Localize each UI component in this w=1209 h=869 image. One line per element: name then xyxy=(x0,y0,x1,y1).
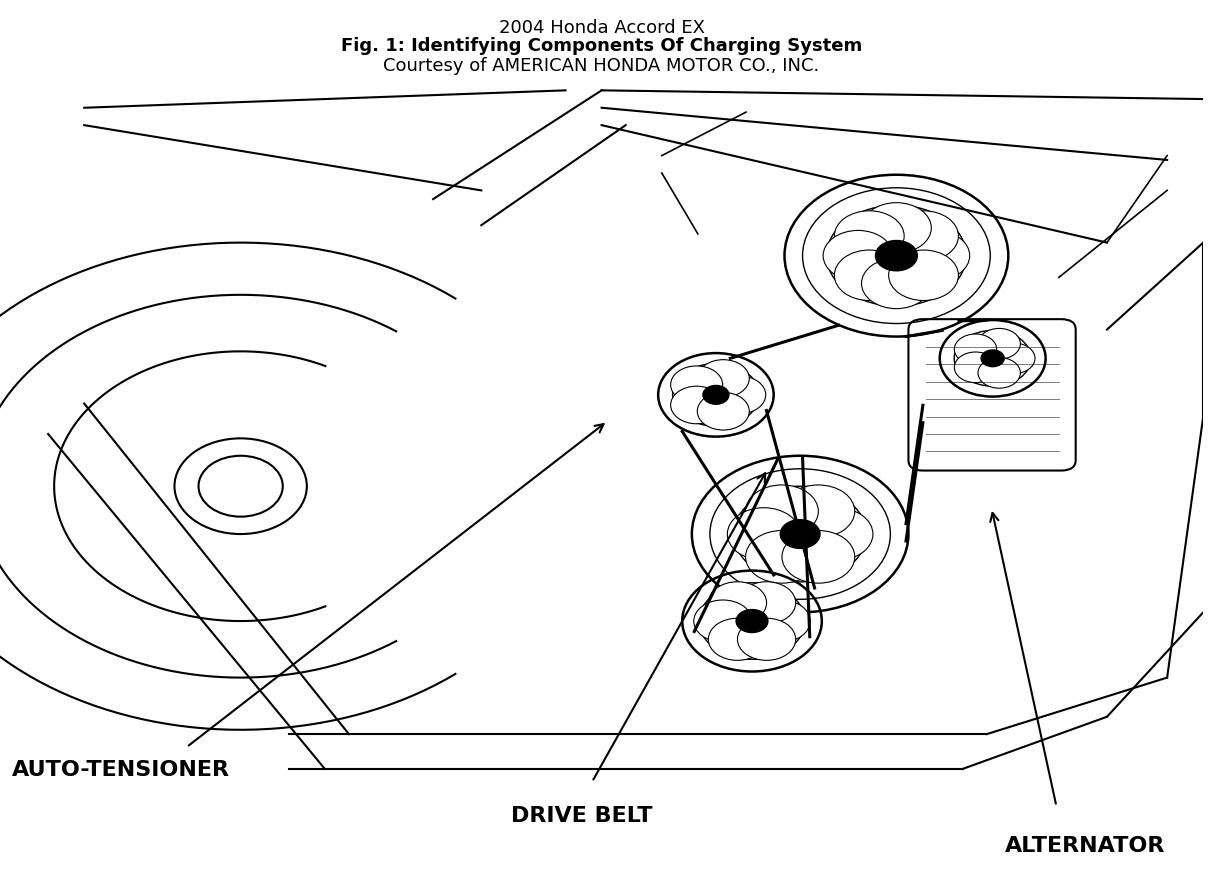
Circle shape xyxy=(982,350,1005,368)
Circle shape xyxy=(834,251,904,302)
Circle shape xyxy=(736,610,768,633)
Text: DRIVE BELT: DRIVE BELT xyxy=(511,806,653,825)
Circle shape xyxy=(698,361,750,398)
Text: Fig. 1: Identifying Components Of Charging System: Fig. 1: Identifying Components Of Chargi… xyxy=(341,37,862,56)
Circle shape xyxy=(698,393,750,430)
Text: Courtesy of AMERICAN HONDA MOTOR CO., INC.: Courtesy of AMERICAN HONDA MOTOR CO., IN… xyxy=(383,57,820,76)
Circle shape xyxy=(671,367,723,404)
Circle shape xyxy=(954,335,996,365)
Circle shape xyxy=(746,486,818,538)
Circle shape xyxy=(780,520,820,549)
Circle shape xyxy=(862,259,931,309)
Circle shape xyxy=(954,353,996,383)
Text: ALTERNATOR: ALTERNATOR xyxy=(1005,835,1165,854)
Circle shape xyxy=(889,211,959,262)
Circle shape xyxy=(671,387,723,424)
Circle shape xyxy=(746,531,818,583)
Circle shape xyxy=(737,582,796,624)
Circle shape xyxy=(978,329,1020,360)
Circle shape xyxy=(782,486,855,538)
Circle shape xyxy=(899,231,970,282)
Circle shape xyxy=(834,211,904,262)
Circle shape xyxy=(713,376,765,415)
Circle shape xyxy=(800,508,873,561)
Circle shape xyxy=(702,386,729,405)
Circle shape xyxy=(737,619,796,660)
Circle shape xyxy=(752,600,810,642)
Circle shape xyxy=(708,619,767,660)
Circle shape xyxy=(694,600,752,642)
Text: 2004 Honda Accord EX: 2004 Honda Accord EX xyxy=(498,19,705,37)
Circle shape xyxy=(978,358,1020,388)
Circle shape xyxy=(862,203,931,254)
Text: AUTO-TENSIONER: AUTO-TENSIONER xyxy=(12,760,230,779)
Circle shape xyxy=(728,508,800,561)
Circle shape xyxy=(889,251,959,302)
Circle shape xyxy=(782,531,855,583)
Circle shape xyxy=(823,231,893,282)
Circle shape xyxy=(875,242,918,271)
Circle shape xyxy=(708,582,767,624)
Circle shape xyxy=(993,343,1035,375)
